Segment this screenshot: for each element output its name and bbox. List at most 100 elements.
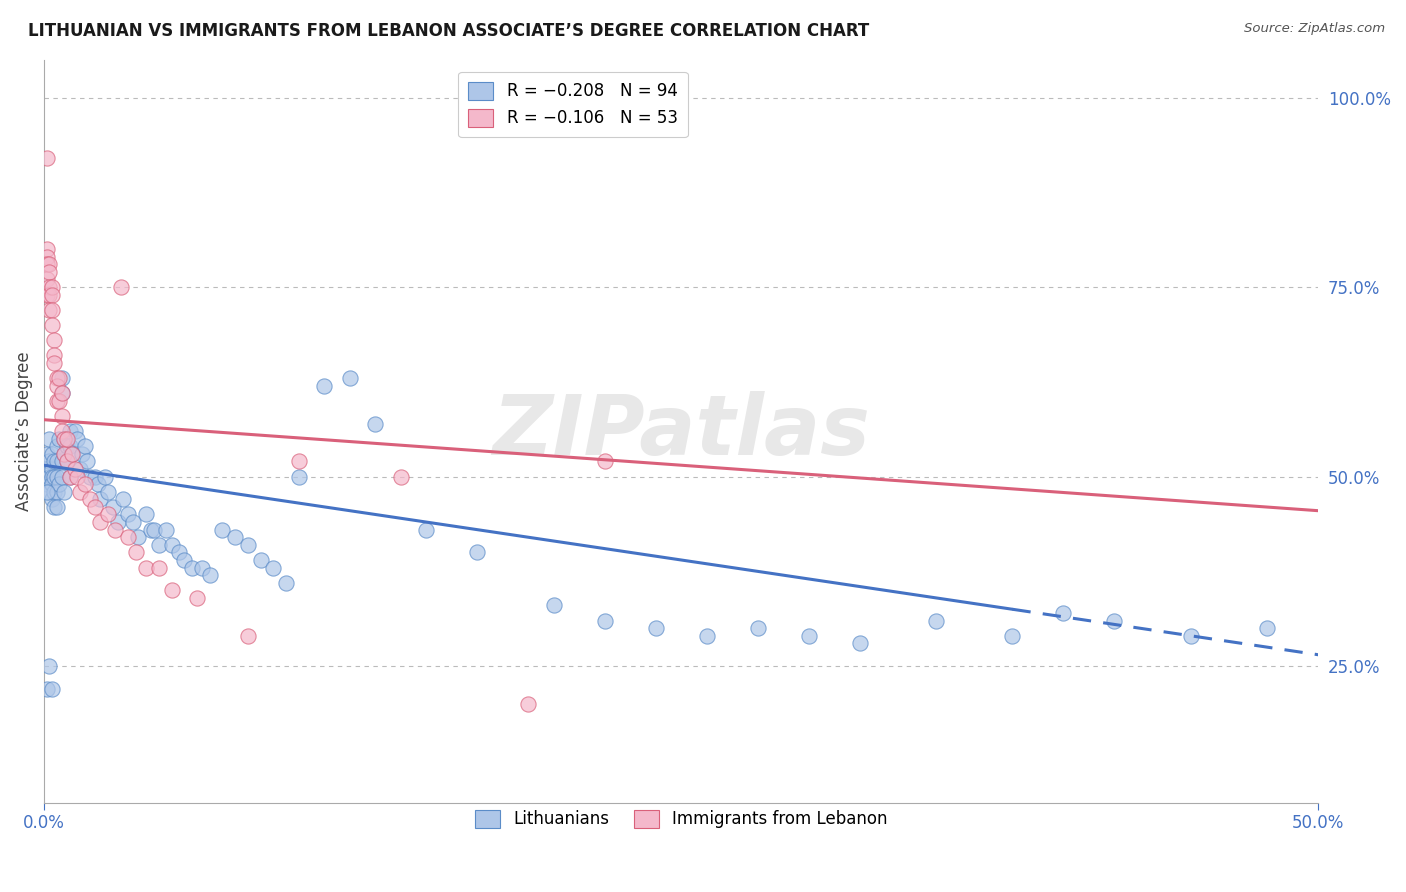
- Point: [56, 439, 79, 453]
- Point: [84, 469, 107, 483]
- Point: [415, 523, 437, 537]
- Point: [44, 348, 66, 362]
- Point: [69, 462, 91, 476]
- Point: [97, 508, 120, 522]
- Point: [38, 469, 60, 483]
- Point: [41, 469, 63, 483]
- Point: [593, 454, 616, 468]
- Point: [76, 454, 98, 468]
- Point: [53, 447, 76, 461]
- Point: [53, 432, 76, 446]
- Point: [38, 265, 60, 279]
- Point: [314, 378, 336, 392]
- Point: [63, 462, 86, 476]
- Point: [139, 523, 162, 537]
- Point: [35, 477, 58, 491]
- Point: [60, 447, 83, 461]
- Point: [288, 469, 311, 483]
- Point: [696, 629, 718, 643]
- Point: [56, 454, 79, 468]
- Point: [69, 484, 91, 499]
- Point: [73, 477, 96, 491]
- Point: [38, 287, 60, 301]
- Point: [543, 599, 565, 613]
- Point: [125, 545, 148, 559]
- Point: [747, 621, 769, 635]
- Text: Source: ZipAtlas.com: Source: ZipAtlas.com: [1244, 22, 1385, 36]
- Point: [66, 432, 89, 446]
- Point: [45, 469, 67, 483]
- Point: [925, 614, 948, 628]
- Point: [249, 553, 271, 567]
- Point: [44, 356, 66, 370]
- Point: [148, 538, 170, 552]
- Point: [73, 439, 96, 453]
- Point: [288, 454, 311, 468]
- Point: [465, 545, 488, 559]
- Point: [41, 681, 63, 696]
- Point: [84, 500, 107, 514]
- Point: [517, 697, 540, 711]
- Point: [1104, 614, 1126, 628]
- Point: [35, 681, 58, 696]
- Point: [117, 530, 139, 544]
- Point: [45, 454, 67, 468]
- Point: [41, 318, 63, 332]
- Point: [41, 287, 63, 301]
- Point: [79, 469, 101, 483]
- Point: [276, 575, 298, 590]
- Point: [89, 515, 111, 529]
- Point: [35, 250, 58, 264]
- Point: [48, 477, 70, 491]
- Point: [51, 454, 73, 468]
- Point: [53, 484, 76, 499]
- Point: [41, 477, 63, 491]
- Point: [101, 500, 124, 514]
- Point: [38, 257, 60, 271]
- Point: [89, 492, 111, 507]
- Point: [135, 560, 157, 574]
- Point: [41, 492, 63, 507]
- Point: [45, 371, 67, 385]
- Point: [51, 469, 73, 483]
- Point: [262, 560, 284, 574]
- Point: [35, 287, 58, 301]
- Point: [38, 454, 60, 468]
- Point: [211, 523, 233, 537]
- Point: [45, 378, 67, 392]
- Point: [41, 462, 63, 476]
- Point: [35, 257, 58, 271]
- Point: [38, 484, 60, 499]
- Point: [41, 447, 63, 461]
- Point: [38, 302, 60, 317]
- Point: [198, 568, 221, 582]
- Point: [58, 469, 80, 483]
- Point: [86, 477, 108, 491]
- Point: [135, 508, 157, 522]
- Point: [122, 515, 145, 529]
- Point: [58, 424, 80, 438]
- Legend: Lithuanians, Immigrants from Lebanon: Lithuanians, Immigrants from Lebanon: [468, 803, 894, 835]
- Point: [35, 462, 58, 476]
- Point: [51, 424, 73, 438]
- Point: [167, 545, 190, 559]
- Text: ZIPatlas: ZIPatlas: [492, 391, 870, 472]
- Point: [97, 484, 120, 499]
- Point: [104, 523, 127, 537]
- Point: [35, 151, 58, 165]
- Point: [38, 432, 60, 446]
- Point: [155, 523, 177, 537]
- Point: [60, 447, 83, 461]
- Point: [180, 560, 202, 574]
- Point: [1256, 621, 1278, 635]
- Point: [1180, 629, 1202, 643]
- Point: [1001, 629, 1024, 643]
- Point: [44, 500, 66, 514]
- Point: [110, 280, 132, 294]
- Point: [364, 417, 387, 431]
- Point: [72, 447, 94, 461]
- Point: [38, 280, 60, 294]
- Point: [56, 432, 79, 446]
- Point: [44, 484, 66, 499]
- Point: [44, 454, 66, 468]
